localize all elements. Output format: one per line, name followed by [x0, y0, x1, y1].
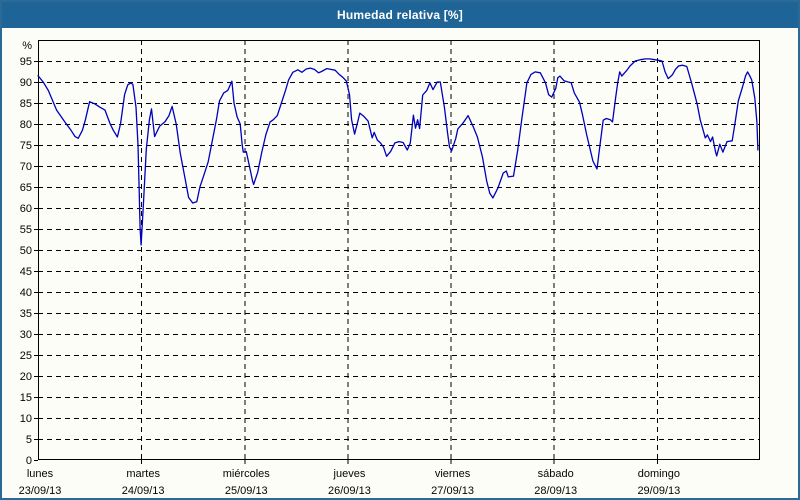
y-tick-label: 85: [20, 98, 32, 110]
x-date-label: 29/09/13: [637, 485, 680, 497]
y-axis-unit-label: %: [22, 40, 32, 52]
x-date-label: 26/09/13: [328, 485, 371, 497]
y-tick-label: 55: [20, 224, 32, 236]
x-day-label: domingo: [638, 468, 680, 480]
y-tick-label: 50: [20, 245, 32, 257]
y-tick-label: 15: [20, 392, 32, 404]
x-day-label: jueves: [333, 468, 366, 480]
y-tick-label: 0: [26, 455, 32, 467]
plot-border: [38, 40, 760, 460]
x-day-label: viernes: [435, 468, 471, 480]
x-date-label: 27/09/13: [431, 485, 474, 497]
y-tick-label: 10: [20, 413, 32, 425]
x-day-label: miércoles: [223, 468, 271, 480]
x-day-label: lunes: [27, 468, 54, 480]
y-tick-label: 90: [20, 77, 32, 89]
y-tick-label: 20: [20, 371, 32, 383]
y-tick-label: 25: [20, 350, 32, 362]
y-tick-label: 35: [20, 308, 32, 320]
chart-title-bar: Humedad relativa [%]: [2, 2, 798, 28]
y-tick-label: 5: [26, 434, 32, 446]
y-tick-label: 30: [20, 329, 32, 341]
y-tick-label: 80: [20, 119, 32, 131]
y-tick-label: 65: [20, 182, 32, 194]
y-tick-label: 40: [20, 287, 32, 299]
chart-title: Humedad relativa [%]: [336, 8, 464, 22]
humidity-series-line: [37, 58, 759, 246]
x-day-label: martes: [126, 468, 160, 480]
y-tick-label: 75: [20, 140, 32, 152]
y-tick-label: 95: [20, 56, 32, 68]
x-date-label: 24/09/13: [122, 485, 165, 497]
y-tick-label: 45: [20, 266, 32, 278]
y-tick-label: 70: [20, 161, 32, 173]
y-tick-label: 60: [20, 203, 32, 215]
x-day-label: sábado: [538, 468, 574, 480]
x-date-label: 28/09/13: [534, 485, 577, 497]
x-date-label: 23/09/13: [19, 485, 62, 497]
x-date-label: 25/09/13: [225, 485, 268, 497]
